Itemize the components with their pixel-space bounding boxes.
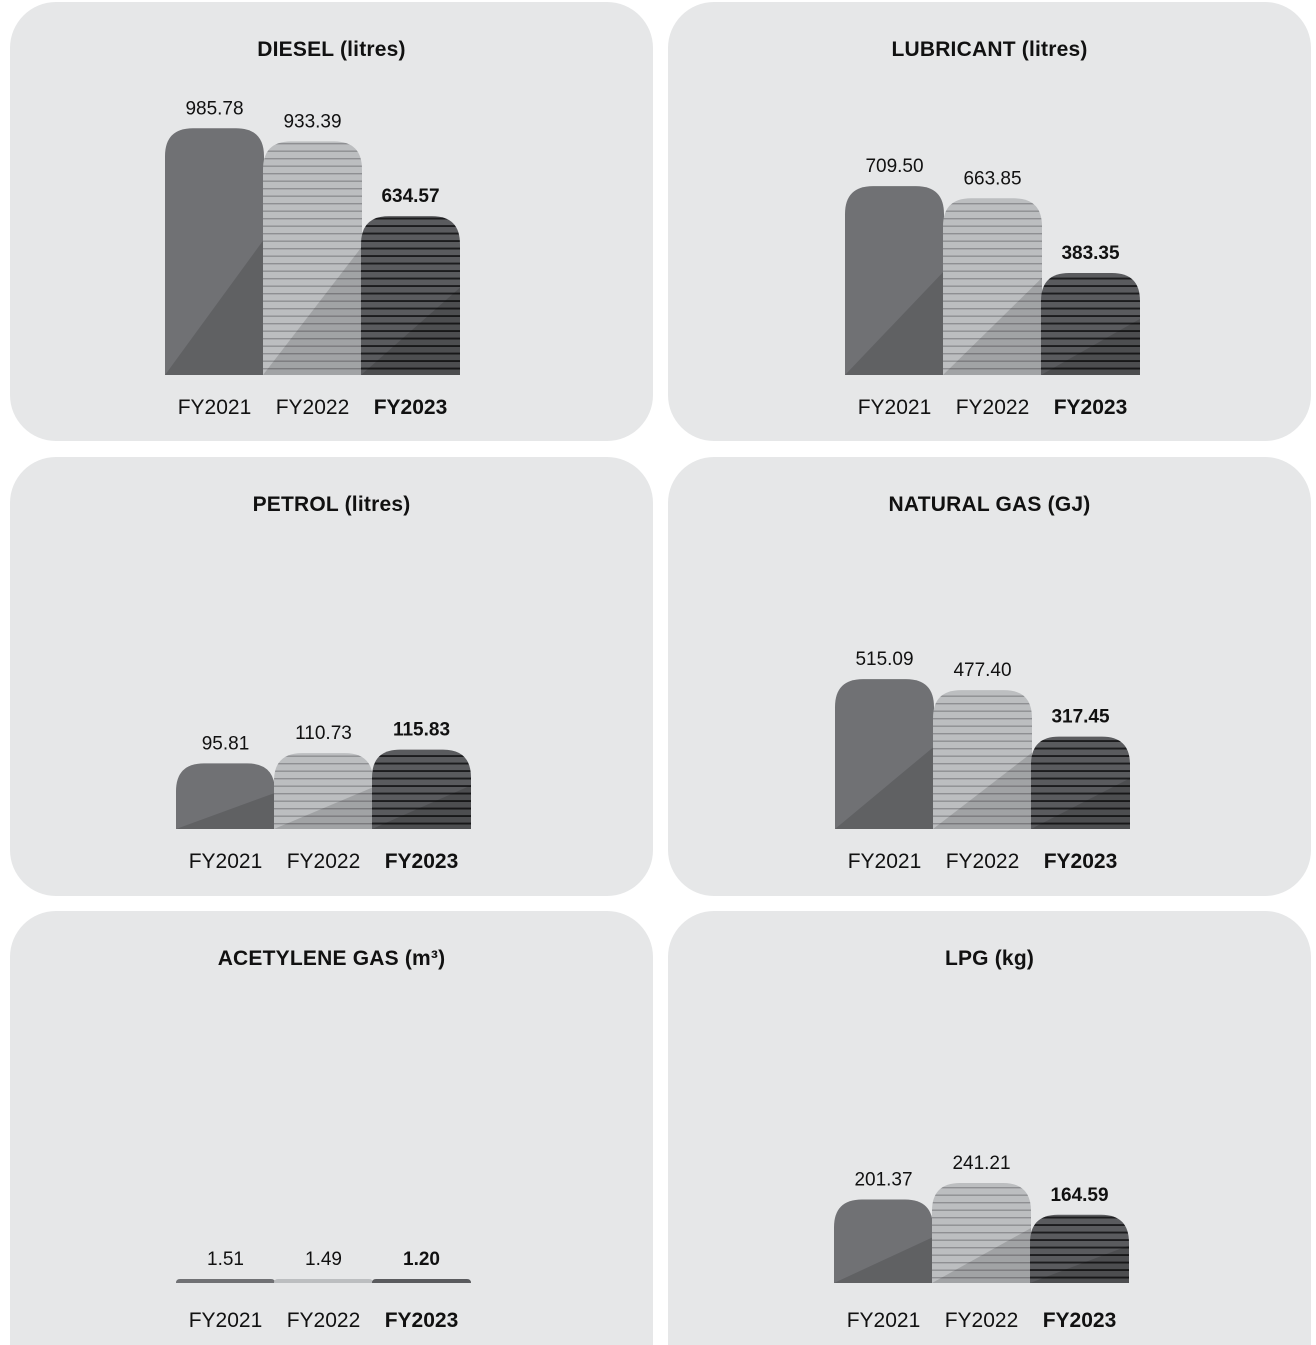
bar-fy2021 — [176, 763, 275, 829]
value-label: 634.57 — [381, 186, 439, 207]
category-label: FY2021 — [189, 850, 263, 873]
bar-fy2023 — [1030, 1214, 1129, 1283]
bar-fy2023 — [1031, 736, 1130, 829]
chart-panel-diesel: DIESEL (litres) 985.78 FY2021 933.39 FY2022… — [10, 2, 653, 441]
chart-panel-lpg: LPG (kg) 201.37 FY2021 241.21 FY2022 164.59 F… — [668, 911, 1311, 1345]
value-label: 383.35 — [1061, 243, 1120, 264]
bar-shading — [943, 277, 1042, 375]
value-label: 985.78 — [185, 98, 243, 119]
value-label: 241.21 — [952, 1153, 1010, 1174]
bar-fy2021 — [176, 1279, 275, 1283]
bar-shading — [834, 1237, 933, 1283]
bar-shading — [845, 271, 944, 375]
chart-title: NATURAL GAS (GJ) — [888, 493, 1091, 516]
bar-fy2023 — [1041, 272, 1140, 375]
bar-shading — [1041, 318, 1140, 375]
value-label: 164.59 — [1050, 1185, 1108, 1206]
category-label: FY2023 — [1054, 396, 1128, 419]
category-label: FY2023 — [1043, 1309, 1117, 1332]
value-label: 201.37 — [854, 1170, 912, 1191]
bar-fy2021 — [845, 186, 944, 375]
bar-shading — [932, 1227, 1031, 1283]
chart-title: PETROL (litres) — [252, 493, 411, 516]
bar-fy2021 — [165, 128, 264, 375]
bar-fy2022 — [274, 1279, 373, 1283]
chart-svg: 95.81 FY2021 110.73 FY2022 115.83 FY2023 — [176, 720, 471, 873]
chart-svg: 709.50 FY2021 663.85 FY2022 383.35 FY2023 — [845, 156, 1140, 419]
value-label: 933.39 — [283, 111, 341, 132]
chart-title: DIESEL (litres) — [257, 38, 406, 61]
category-label: FY2023 — [385, 850, 459, 873]
bar-fy2021 — [834, 1199, 933, 1283]
bar-fy2022 — [274, 753, 373, 829]
bar-shading — [176, 792, 275, 829]
bar-fy2023 — [372, 1279, 471, 1283]
chart-svg: 201.37 FY2021 241.21 FY2022 164.59 FY2023 — [834, 1153, 1129, 1332]
chart-panel-natural-gas: NATURAL GAS (GJ) 515.09 FY2021 477.40 FY202… — [668, 457, 1311, 896]
category-label: FY2023 — [385, 1309, 459, 1332]
chart-title: LUBRICANT (litres) — [891, 38, 1088, 61]
bar-shading — [165, 239, 264, 375]
chart-panel-acetylene-gas: ACETYLENE GAS (m³) 1.51 FY2021 1.49 FY2022 1… — [10, 911, 653, 1345]
value-label: 1.20 — [403, 1249, 440, 1270]
value-label: 477.40 — [953, 660, 1011, 681]
category-label: FY2022 — [287, 1309, 361, 1332]
bar-shading — [1030, 1245, 1129, 1283]
chart-svg: 1.51 FY2021 1.49 FY2022 1.20 FY2023 — [176, 1249, 471, 1332]
category-label: FY2021 — [858, 396, 932, 419]
value-label: 1.51 — [207, 1249, 244, 1270]
bar-shading — [263, 246, 362, 375]
chart-panel-petrol: PETROL (litres) 95.81 FY2021 110.73 FY2022 1… — [10, 457, 653, 896]
category-label: FY2022 — [946, 850, 1020, 873]
bar-fy2022 — [263, 141, 362, 375]
category-label: FY2021 — [178, 396, 252, 419]
value-label: 115.83 — [393, 720, 450, 741]
category-label: FY2022 — [287, 850, 361, 873]
value-label: 663.85 — [963, 168, 1021, 189]
bar-fy2023 — [372, 749, 471, 829]
value-label: 709.50 — [865, 156, 923, 177]
bar-shading — [361, 287, 460, 375]
category-label: FY2022 — [945, 1309, 1019, 1332]
bar-fy2022 — [933, 690, 1032, 829]
value-label: 515.09 — [855, 649, 913, 670]
chart-panel-lubricant: LUBRICANT (litres) 709.50 FY2021 663.85 FY2… — [668, 2, 1311, 441]
category-label: FY2023 — [374, 396, 448, 419]
value-label: 1.49 — [305, 1249, 342, 1270]
chart-title: ACETYLENE GAS (m³) — [217, 947, 446, 970]
bar-fy2023 — [361, 216, 460, 375]
category-label: FY2021 — [848, 850, 922, 873]
chart-title: LPG (kg) — [944, 947, 1035, 970]
category-label: FY2022 — [956, 396, 1030, 419]
value-label: 110.73 — [295, 723, 352, 744]
value-label: 317.45 — [1051, 707, 1110, 728]
bar-fy2021 — [835, 679, 934, 829]
value-label: 95.81 — [202, 733, 250, 754]
bar-shading — [933, 752, 1032, 829]
bar-shading — [835, 746, 934, 829]
category-label: FY2023 — [1044, 850, 1118, 873]
chart-svg: 985.78 FY2021 933.39 FY2022 634.57 FY2023 — [165, 98, 460, 419]
category-label: FY2022 — [276, 396, 350, 419]
chart-svg: 515.09 FY2021 477.40 FY2022 317.45 FY2023 — [835, 649, 1130, 873]
bar-fy2022 — [932, 1182, 1031, 1283]
bar-fy2022 — [943, 198, 1042, 375]
category-label: FY2021 — [847, 1309, 921, 1332]
category-label: FY2021 — [189, 1309, 263, 1332]
